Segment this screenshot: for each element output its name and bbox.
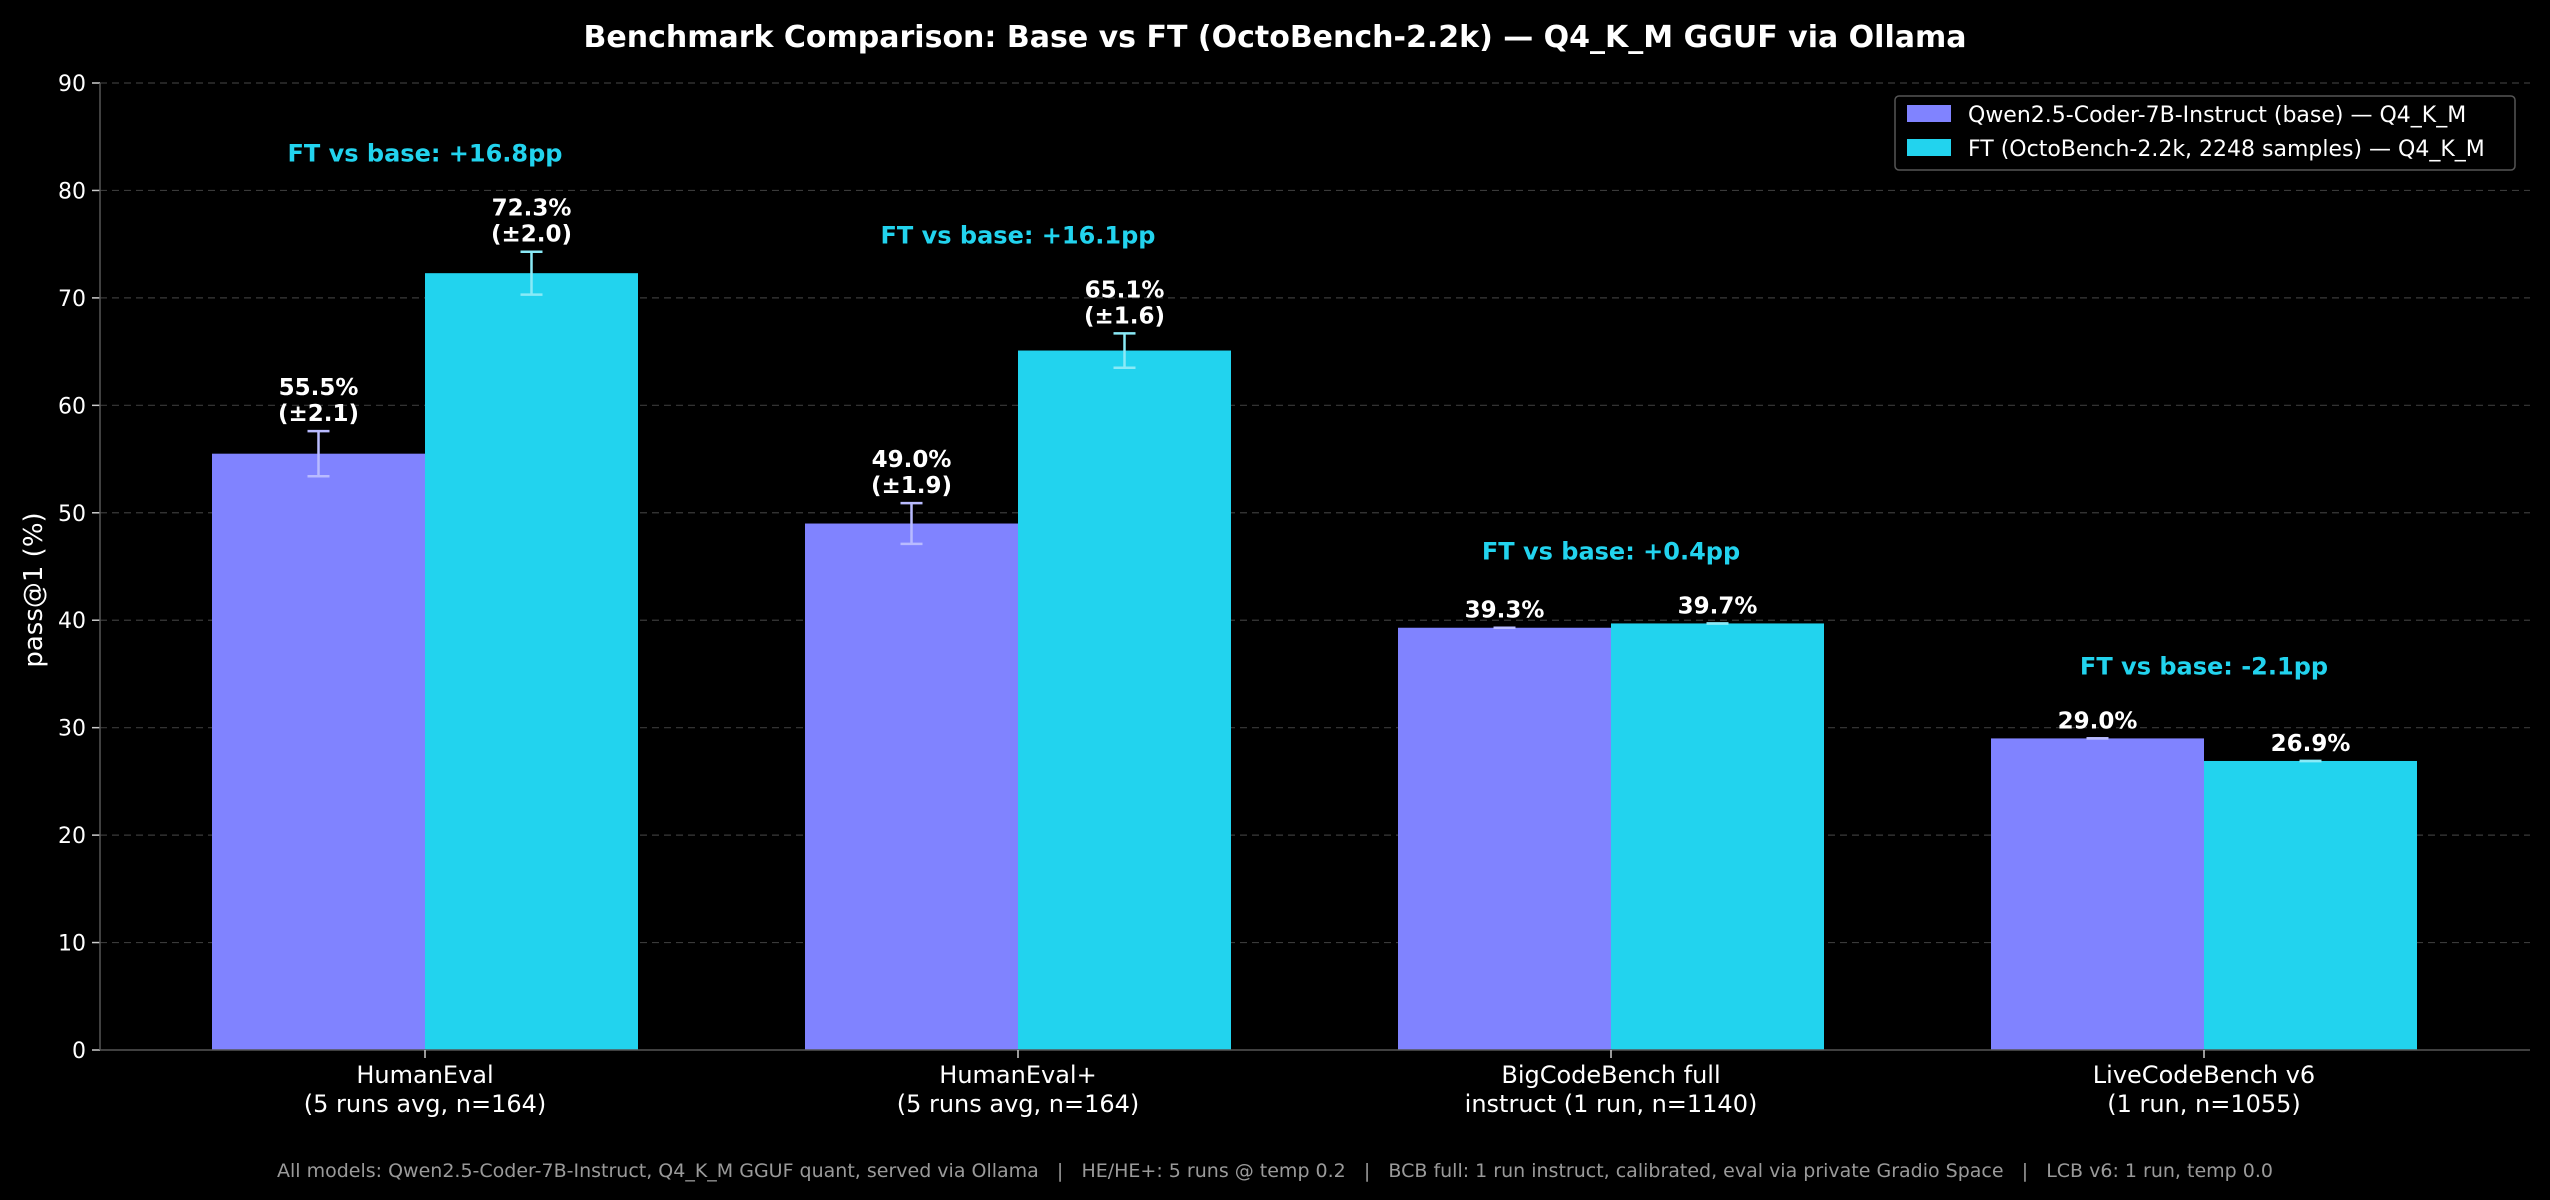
value-label: 55.5% xyxy=(279,375,359,401)
value-error-label: (±2.0) xyxy=(491,222,572,248)
y-tick-label: 10 xyxy=(58,932,86,957)
legend-label-ft: FT (OctoBench-2.2k, 2248 samples) — Q4_K… xyxy=(1968,137,2485,162)
bar-ft xyxy=(425,273,638,1051)
error-bar xyxy=(1113,332,1136,369)
category-sublabel: (1 run, n=1055) xyxy=(2107,1090,2301,1118)
value-label: 26.9% xyxy=(2271,731,2351,757)
legend-label-base: Qwen2.5-Coder-7B-Instruct (base) — Q4_K_… xyxy=(1968,103,2466,128)
bar-base xyxy=(212,453,425,1050)
y-tick-label: 50 xyxy=(58,502,86,527)
error-bar xyxy=(307,429,330,478)
category-label: HumanEval+ xyxy=(939,1061,1096,1089)
bar-base xyxy=(1991,738,2204,1050)
bar-base xyxy=(1398,627,1611,1050)
legend: Qwen2.5-Coder-7B-Instruct (base) — Q4_K_… xyxy=(1894,95,2516,171)
value-label: 72.3% xyxy=(492,196,572,222)
delta-annotation: FT vs base: -2.1pp xyxy=(2080,652,2328,680)
y-tick-label: 60 xyxy=(58,394,86,419)
y-tick-label: 80 xyxy=(58,179,86,204)
legend-swatch-base xyxy=(1907,105,1951,122)
value-error-label: (±2.1) xyxy=(278,401,359,427)
value-label: 49.0% xyxy=(872,447,952,473)
y-tick-label: 0 xyxy=(72,1039,86,1064)
y-tick-label: 40 xyxy=(58,609,86,634)
y-tick-label: 30 xyxy=(58,717,86,742)
legend-box xyxy=(1894,95,2516,171)
value-label: 65.1% xyxy=(1085,277,1165,303)
category-label: HumanEval xyxy=(356,1061,493,1089)
value-label: 39.3% xyxy=(1465,598,1545,624)
y-tick-label: 20 xyxy=(58,824,86,849)
grid-lines xyxy=(100,82,2530,944)
bar-base xyxy=(805,523,1018,1050)
y-axis-label: pass@1 (%) xyxy=(19,512,49,667)
error-bar xyxy=(900,501,923,546)
category-sublabel: (5 runs avg, n=164) xyxy=(304,1090,547,1118)
value-error-label: (±1.9) xyxy=(871,473,952,499)
category-label: LiveCodeBench v6 xyxy=(2093,1061,2315,1089)
bar-ft xyxy=(2204,760,2417,1050)
category-label: BigCodeBench full xyxy=(1501,1061,1720,1089)
y-tick-label: 90 xyxy=(58,72,86,97)
category-sublabel: instruct (1 run, n=1140) xyxy=(1465,1090,1758,1118)
value-labels: 55.5%(±2.1) 72.3%(±2.0) FT vs base: +16.8p… xyxy=(278,140,2350,757)
chart-title: Benchmark Comparison: Base vs FT (OctoBe… xyxy=(584,20,1967,55)
value-label: 29.0% xyxy=(2058,708,2138,734)
value-error-label: (±1.6) xyxy=(1084,303,1165,329)
bar-ft xyxy=(1018,350,1231,1051)
delta-annotation: FT vs base: +16.8pp xyxy=(288,140,563,168)
y-tick-label: 70 xyxy=(58,287,86,312)
bar-ft xyxy=(1611,623,1824,1050)
legend-swatch-ft xyxy=(1907,139,1951,156)
delta-annotation: FT vs base: +0.4pp xyxy=(1482,537,1740,565)
footnote: All models: Qwen2.5-Coder-7B-Instruct, Q… xyxy=(277,1160,2273,1182)
value-label: 39.7% xyxy=(1678,593,1758,619)
error-bar xyxy=(520,250,543,296)
bars xyxy=(212,250,2417,1051)
delta-annotation: FT vs base: +16.1pp xyxy=(881,221,1156,249)
category-sublabel: (5 runs avg, n=164) xyxy=(897,1090,1140,1118)
